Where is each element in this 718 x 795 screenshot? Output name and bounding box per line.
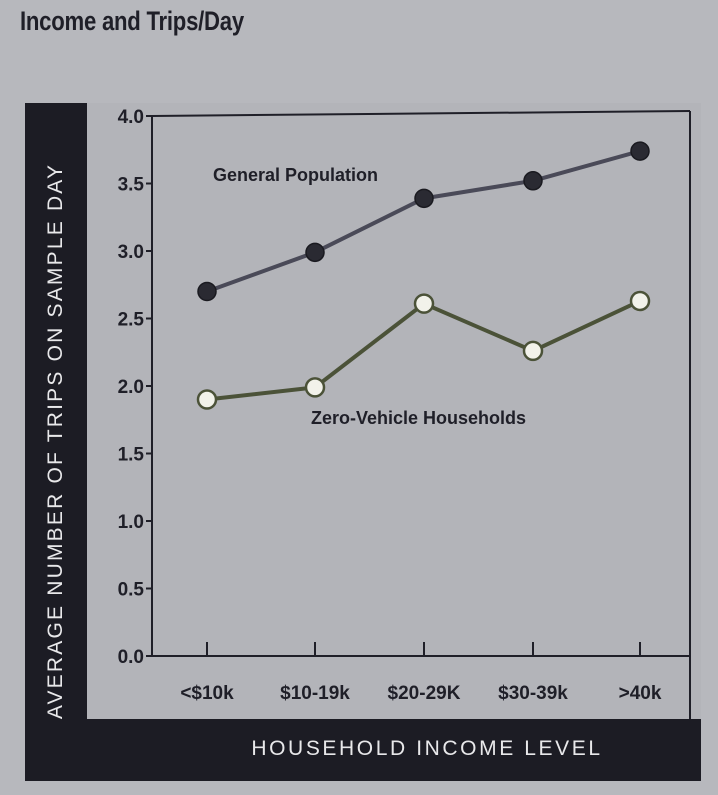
x-tick-label: $30-39k bbox=[498, 683, 568, 704]
y-tick-label: 3.0 bbox=[118, 242, 144, 263]
y-tick-label: 3.5 bbox=[118, 175, 145, 196]
x-tick-label: $20-29K bbox=[388, 683, 461, 704]
data-point bbox=[196, 389, 218, 410]
x-tick-label: <$10k bbox=[180, 683, 234, 704]
y-ticks: 0.0 0.5 1.0 1.5 2.0 2.5 3.0 3.5 4.0 bbox=[118, 107, 152, 668]
data-point bbox=[305, 242, 325, 263]
series-lines bbox=[206, 149, 641, 402]
x-axis-label-bar bbox=[25, 719, 701, 781]
y-tick-label: 1.5 bbox=[118, 445, 145, 466]
x-tick-label: $10-19k bbox=[280, 683, 350, 704]
data-point bbox=[629, 290, 651, 312]
series-label: General Population bbox=[213, 165, 378, 185]
x-axis-label: HOUSEHOLD INCOME LEVEL bbox=[251, 737, 603, 760]
series-label: Zero-Vehicle Households bbox=[311, 408, 526, 428]
chart-title: Income and Trips/Day bbox=[20, 6, 244, 36]
y-axis-label-bar bbox=[25, 103, 87, 781]
y-tick-label: 2.5 bbox=[118, 310, 145, 331]
data-point bbox=[413, 293, 435, 314]
data-point bbox=[414, 188, 434, 209]
series-points bbox=[196, 141, 651, 410]
data-point bbox=[197, 281, 217, 302]
y-tick-label: 2.0 bbox=[118, 377, 144, 398]
series-labels: General Population Zero-Vehicle Household… bbox=[213, 165, 526, 428]
y-tick-label: 4.0 bbox=[118, 107, 144, 128]
y-tick-label: 0.5 bbox=[118, 580, 145, 601]
data-point bbox=[304, 377, 326, 398]
x-tick-label: >40k bbox=[619, 683, 662, 704]
axes bbox=[151, 110, 691, 719]
plot-panel bbox=[87, 103, 701, 719]
plot-top-border bbox=[151, 110, 691, 117]
y-tick-label: 0.0 bbox=[118, 647, 144, 668]
y-tick-label: 1.0 bbox=[118, 512, 144, 533]
data-point bbox=[523, 171, 543, 191]
data-point bbox=[522, 340, 544, 362]
data-point bbox=[630, 141, 650, 161]
x-ticks: <$10k $10-19k $20-29K $30-39k >40k bbox=[180, 642, 662, 704]
series-line bbox=[206, 299, 641, 402]
